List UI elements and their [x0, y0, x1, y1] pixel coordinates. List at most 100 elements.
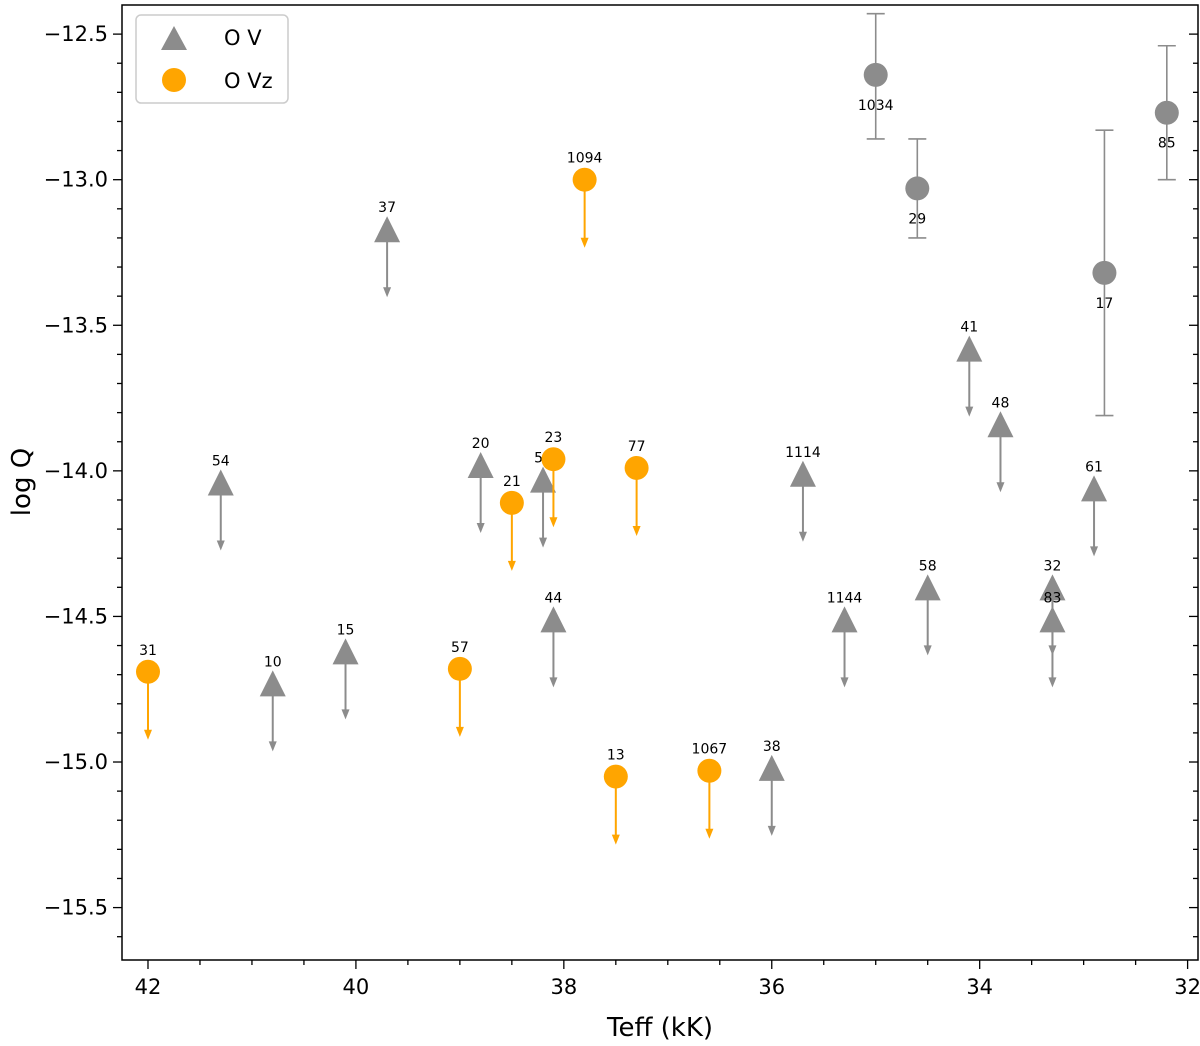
ov-triangle-point: [1039, 606, 1066, 633]
point-label: 83: [1044, 590, 1062, 606]
ov-triangle-point: [914, 574, 941, 601]
ov-triangle-point: [987, 411, 1014, 438]
ov-arrow-head: [767, 825, 776, 836]
point-label: 1067: [692, 742, 728, 758]
ov-measured-circle-point: [863, 62, 888, 87]
ovz-arrow-head: [611, 834, 620, 845]
x-tick-label: 32: [1174, 975, 1200, 999]
point-label: 61: [1085, 459, 1103, 475]
x-axis-title: Teff (kK): [606, 1013, 713, 1043]
ovz-arrow-head: [549, 517, 558, 528]
ovz-circle-point: [697, 758, 722, 783]
point-label: 37: [378, 200, 396, 216]
ov-triangle-point: [207, 469, 234, 496]
ov-arrow-head: [1048, 677, 1057, 688]
legend-label-ovz: O Vz: [224, 69, 273, 93]
legend-triangle-icon: [161, 26, 187, 50]
ovz-arrow-head: [507, 560, 516, 571]
y-tick-label: −14.5: [44, 604, 108, 628]
axes: 42 40 38 36 34 32 −12.5 −13.0 −13.5 −14.0 −14.5 −15…: [44, 22, 1200, 999]
ov-triangle-point: [332, 638, 359, 665]
ovz-circle-point: [447, 656, 472, 681]
point-label: 44: [545, 590, 563, 606]
ov-arrow-head: [923, 645, 932, 656]
ov-triangle-point: [540, 606, 567, 633]
ovz-arrow-head: [455, 726, 464, 737]
point-label: 32: [1044, 558, 1062, 574]
ov-triangle-point: [1081, 475, 1108, 502]
y-tick-label: −15.5: [44, 896, 108, 920]
point-label: 54: [212, 454, 230, 470]
ov-arrow-head: [798, 531, 807, 542]
y-tick-label: −12.5: [44, 22, 108, 46]
ov-triangle-point: [956, 335, 983, 362]
point-label: 13: [607, 748, 625, 764]
ovz-circle-point: [135, 659, 160, 684]
x-tick-label: 38: [550, 975, 577, 999]
ovz-arrow-head: [632, 525, 641, 536]
ov-arrow-head: [341, 709, 350, 720]
ov-triangle-point: [789, 460, 816, 487]
ov-arrow-head: [965, 406, 974, 417]
point-label: 1034: [858, 98, 894, 114]
point-label: 77: [628, 439, 646, 455]
point-label: 58: [919, 558, 937, 574]
y-tick-label: −13.5: [44, 313, 108, 337]
point-label: 21: [503, 474, 521, 490]
plot-area: 3754205611144148614411445832831510381094…: [135, 12, 1179, 845]
ov-triangle-point: [467, 452, 494, 479]
point-label: 38: [763, 739, 781, 755]
legend-label-ov: O V: [224, 26, 262, 50]
point-label: 23: [545, 430, 563, 446]
ovz-arrow-head: [143, 729, 152, 740]
point-label: 31: [139, 643, 157, 659]
ovz-circle-point: [499, 490, 524, 515]
point-label: 15: [337, 622, 355, 638]
ov-triangle-point: [831, 606, 858, 633]
point-label: 48: [992, 395, 1010, 411]
ov-triangle-point: [530, 466, 557, 493]
axes-frame: [121, 4, 1199, 961]
ov-arrow-head: [216, 540, 225, 551]
ov-arrow-head: [840, 677, 849, 688]
point-label: 57: [451, 640, 469, 656]
x-tick-label: 34: [966, 975, 993, 999]
ov-arrow-head: [539, 537, 548, 548]
point-label: 20: [472, 436, 490, 452]
point-label: 85: [1158, 136, 1176, 152]
point-label: 1144: [827, 590, 863, 606]
ovz-arrow-head: [705, 828, 714, 839]
ov-triangle-point: [758, 754, 785, 781]
ov-arrow-head: [476, 523, 485, 534]
y-tick-label: −14.0: [44, 459, 108, 483]
ov-measured-circle-point: [1154, 100, 1179, 125]
point-label: 17: [1096, 296, 1114, 312]
ov-measured-circle-point: [1092, 260, 1117, 285]
x-tick-label: 36: [758, 975, 785, 999]
ov-triangle-point: [1039, 574, 1066, 601]
point-label: 41: [960, 320, 978, 336]
point-label: 1094: [567, 151, 603, 167]
ovz-circle-point: [603, 764, 628, 789]
point-label: 10: [264, 654, 282, 670]
x-tick-label: 40: [343, 975, 370, 999]
ovz-arrow-head: [580, 237, 589, 248]
ov-measured-circle-point: [905, 176, 930, 201]
y-axis-title: log Q: [7, 448, 37, 516]
legend-circle-icon: [162, 68, 186, 92]
ov-arrow-head: [996, 482, 1005, 493]
ov-arrow-head: [268, 741, 277, 752]
point-label: 1114: [785, 445, 821, 461]
ovz-circle-point: [624, 455, 649, 480]
ov-arrow-head: [1090, 546, 1099, 557]
ov-arrow-head: [549, 677, 558, 688]
y-tick-label: −15.0: [44, 750, 108, 774]
x-tick-label: 42: [135, 975, 162, 999]
ov-arrow-head: [383, 287, 392, 298]
legend: O V O Vz: [135, 14, 289, 104]
ov-triangle-point: [259, 670, 286, 697]
ovz-circle-point: [541, 447, 566, 472]
y-tick-label: −13.0: [44, 168, 108, 192]
ov-triangle-point: [374, 216, 401, 243]
